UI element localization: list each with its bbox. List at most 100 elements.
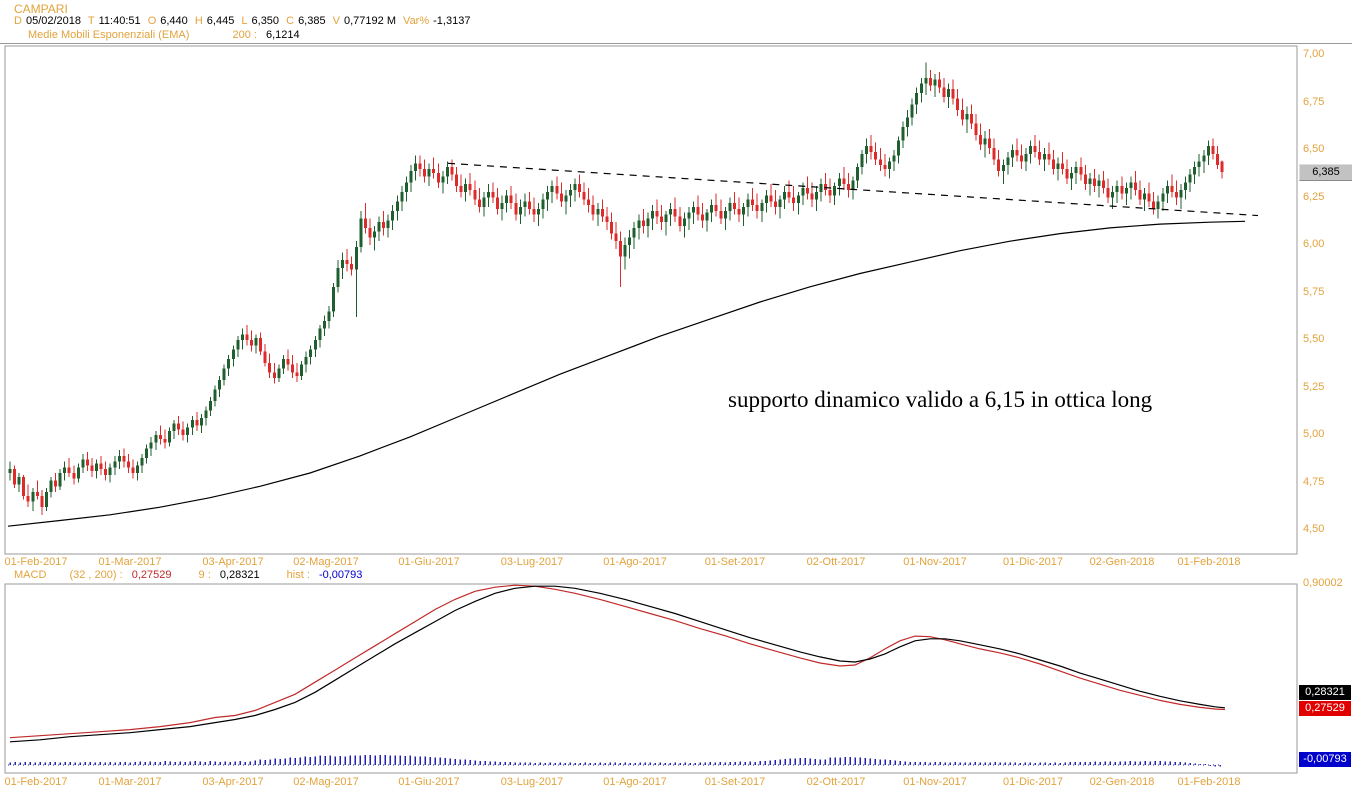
- candle-body: [468, 184, 472, 190]
- candle-body: [578, 184, 582, 192]
- candle-body: [924, 77, 928, 84]
- candle-body: [778, 199, 782, 207]
- price-axis-label: 6,50: [1303, 143, 1325, 155]
- candle-body: [1124, 188, 1128, 194]
- candle-body: [400, 191, 404, 202]
- candle-body: [1120, 186, 1124, 194]
- macd-signal-line: [9, 585, 1226, 743]
- candle-body: [1193, 167, 1197, 175]
- candle-body: [687, 212, 691, 219]
- date-axis-label: 01-Giu-2017: [398, 776, 460, 788]
- candle-body: [742, 207, 746, 215]
- candle-body: [764, 195, 768, 204]
- candle-body: [113, 461, 117, 468]
- candle-body: [1001, 165, 1005, 171]
- candle-body: [614, 233, 618, 242]
- candle-body: [546, 191, 550, 200]
- candle-body: [450, 167, 454, 175]
- candle-body: [327, 311, 331, 321]
- candle-body: [787, 191, 791, 198]
- candle-body: [341, 260, 345, 268]
- candle-body: [956, 98, 960, 111]
- price-axis-label: 5,75: [1303, 285, 1325, 298]
- candle-body: [988, 138, 992, 149]
- date-axis-label: 01-Feb-2018: [1177, 556, 1241, 568]
- price-axis-label: 5,25: [1303, 380, 1325, 393]
- candle-body: [464, 184, 468, 192]
- candle-body: [167, 431, 171, 443]
- candle-body: [1161, 193, 1165, 202]
- candle-body: [664, 214, 668, 223]
- candle-body: [304, 357, 308, 365]
- candle-body: [896, 140, 900, 156]
- candle-body: [824, 184, 828, 190]
- macd-indicator-row: MACD (32 , 200) : 0,27529 9 : 0,28321 hi…: [14, 569, 368, 581]
- candle-body: [1029, 146, 1033, 154]
- candle-body: [473, 189, 477, 200]
- candle-body: [505, 195, 509, 204]
- candle-body: [199, 417, 203, 426]
- date-axis-label: 01-Ago-2017: [603, 556, 667, 568]
- candle-body: [350, 264, 354, 270]
- candle-body: [860, 153, 864, 168]
- candle-body: [190, 419, 194, 428]
- price-axis-label: 5,50: [1303, 333, 1325, 345]
- candle-body: [122, 455, 126, 462]
- candle-body: [40, 495, 44, 508]
- quote-time-label: T: [87, 15, 95, 27]
- candle-body: [1138, 189, 1142, 200]
- candle-body: [104, 469, 108, 475]
- candle-body: [892, 155, 896, 162]
- trendline-annotation: supporto dinamico valido a 6,15 in ottic…: [728, 387, 1153, 412]
- candle-body: [140, 457, 144, 466]
- candle-body: [240, 334, 244, 340]
- candle-body: [286, 359, 290, 365]
- candle-body: [997, 159, 1001, 171]
- candle-body: [67, 467, 71, 473]
- date-axis-label: 01-Set-2017: [704, 776, 766, 788]
- candle-body: [254, 338, 258, 346]
- candle-body: [76, 467, 80, 479]
- candle-body: [186, 427, 190, 435]
- candle-body: [869, 146, 873, 152]
- ema-indicator-row: Medie Mobili Esponenziali (EMA) 200 : 6,…: [28, 29, 300, 41]
- candle-body: [313, 340, 317, 350]
- candle-body: [1220, 161, 1224, 172]
- price-axis-label: 6,00: [1303, 238, 1325, 250]
- candle-body: [332, 286, 336, 312]
- candle-body: [1056, 163, 1060, 169]
- candle-body: [391, 210, 395, 221]
- candle-body: [1065, 169, 1069, 179]
- candle-body: [259, 338, 263, 352]
- candle-body: [309, 349, 313, 358]
- candle-body: [1097, 180, 1101, 187]
- candle-body: [969, 113, 973, 124]
- candle-body: [85, 459, 89, 466]
- quote-var-value: -1,3137: [433, 15, 471, 27]
- candle-body: [1092, 178, 1096, 187]
- candle-body: [1111, 191, 1115, 198]
- date-axis-label: 02-Ott-2017: [806, 556, 866, 568]
- candle-body: [31, 492, 35, 502]
- candle-body: [486, 191, 490, 198]
- candle-body: [158, 435, 162, 439]
- candle-body: [1024, 153, 1028, 162]
- date-axis-label: 01-Nov-2017: [903, 556, 967, 568]
- candle-body: [1015, 150, 1019, 156]
- macd-panel-border: [4, 583, 1298, 774]
- candle-body: [427, 169, 431, 177]
- candle-body: [1106, 188, 1110, 198]
- candle-body: [600, 208, 604, 217]
- candle-body: [300, 364, 304, 377]
- candle-body: [537, 208, 541, 215]
- quote-open-label: O: [147, 15, 157, 27]
- candle-body: [1038, 151, 1042, 160]
- date-axis-label: 01-Ago-2017: [603, 776, 667, 788]
- candle-body: [846, 184, 850, 190]
- quote-high-label: H: [194, 15, 203, 27]
- candle-body: [1129, 182, 1133, 188]
- candle-body: [1156, 201, 1160, 209]
- quote-low-label: L: [241, 15, 248, 27]
- date-axis-label: 03-Apr-2017: [202, 776, 264, 788]
